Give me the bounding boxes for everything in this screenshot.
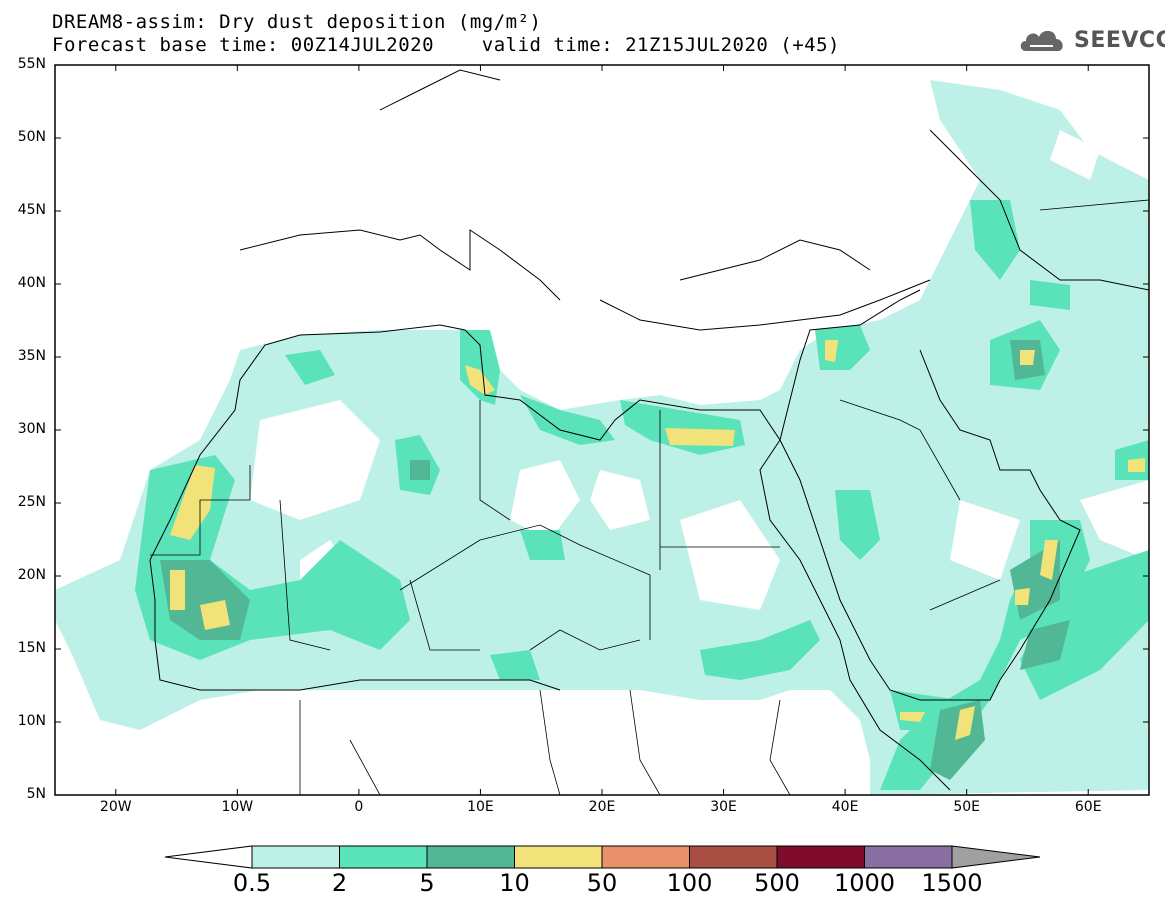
lon-label: 50E [953,799,980,815]
colorbar-swatch [251,845,340,869]
lat-label: 55N [17,56,46,72]
colorbar-swatch [689,845,778,869]
lon-label: 10W [221,799,254,815]
lat-label: 10N [17,713,46,729]
colorbar-swatch [601,845,690,869]
colorbar-level-label: 50 [586,869,618,897]
lat-label: 20N [17,567,46,583]
colorbar-level-label: 2 [331,869,348,897]
lon-label: 0 [354,799,364,815]
lat-label: 50N [17,129,46,145]
lon-label: 20E [588,799,616,815]
cloud-icon [1020,30,1063,51]
lon-label: 40E [831,799,859,815]
coastlines [149,69,1149,791]
seevccc-logo: SEEVCCC [1018,22,1165,58]
colorbar-level-label: 500 [754,869,800,897]
lon-label: 10E [467,799,494,815]
lat-label: 25N [17,494,46,510]
colorbar-swatch [514,845,603,869]
lat-label: 45N [17,202,46,218]
lat-label: 30N [17,421,46,437]
colorbar-over-arrow [951,845,1041,869]
colorbar-level-label: 1500 [921,869,983,897]
logo-text: SEEVCCC [1074,27,1165,53]
colorbar-level-label: 5 [419,869,435,897]
political-borders [150,199,1149,795]
colorbar-level-label: 0.5 [232,869,272,897]
colorbar-swatch [426,845,515,869]
colorbar [164,845,1041,869]
map-title: DREAM8-assim: Dry dust deposition (mg/m²… [52,11,542,33]
lat-label: 35N [17,348,46,364]
colorbar-swatch [864,845,953,869]
colorbar-swatch [339,845,428,869]
map-subtitle: Forecast base time: 00Z14JUL2020 valid t… [52,34,840,56]
lon-label: 60E [1074,799,1102,815]
lat-label: 15N [17,640,46,656]
colorbar-level-label: 1000 [833,869,896,897]
lat-label: 5N [26,786,46,802]
colorbar-under-arrow [164,845,253,869]
axis-ticks [55,64,1149,796]
lat-label: 40N [17,275,46,291]
colorbar-swatch [776,845,865,869]
colorbar-level-label: 100 [666,869,713,897]
lon-label: 20W [99,799,132,815]
lon-label: 30E [710,799,737,815]
colorbar-level-label: 10 [499,869,530,897]
